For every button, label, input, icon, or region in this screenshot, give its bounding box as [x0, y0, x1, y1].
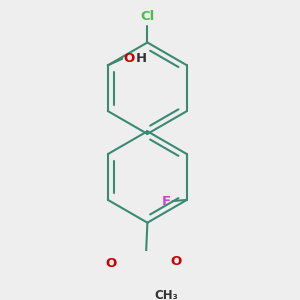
Text: O: O — [105, 257, 117, 271]
Text: Cl: Cl — [140, 11, 154, 23]
Text: O: O — [170, 255, 182, 268]
Text: H: H — [136, 52, 147, 65]
Text: O: O — [123, 52, 134, 65]
Text: CH₃: CH₃ — [154, 289, 178, 300]
Text: F: F — [162, 195, 171, 208]
